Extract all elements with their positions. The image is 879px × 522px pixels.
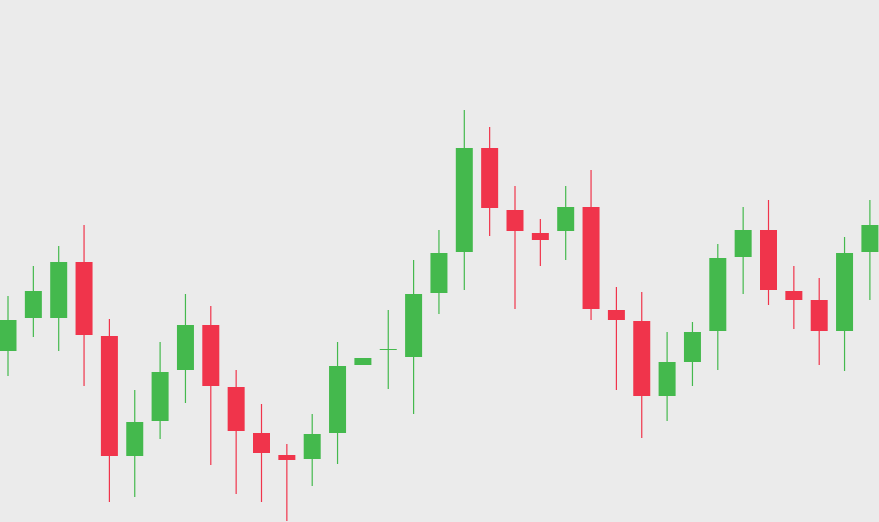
candle-body [430, 253, 448, 293]
candle-body [303, 434, 321, 459]
candle-body [176, 325, 194, 370]
candle-body [75, 262, 93, 335]
candle-body [633, 321, 651, 396]
candle-body [0, 320, 17, 351]
candle-body [405, 294, 423, 357]
candle-body [24, 291, 42, 318]
candle-body [607, 310, 625, 320]
candle-body [227, 387, 245, 431]
candle-body [557, 207, 575, 231]
candle-body [253, 433, 270, 453]
candle-body [354, 358, 372, 365]
candle-body [785, 291, 803, 300]
candle-body [126, 422, 144, 456]
candle-body [760, 230, 777, 290]
candle-body [329, 366, 347, 433]
candle-body [734, 230, 752, 257]
candle-body [379, 349, 397, 350]
candle-body [202, 325, 220, 386]
candle-body [582, 207, 600, 309]
candle-body [531, 233, 549, 240]
candle-body [861, 225, 879, 252]
candle-body [481, 148, 499, 208]
candle-body [100, 336, 118, 456]
candle-body [50, 262, 68, 318]
candle-body [709, 258, 727, 331]
candle-body [836, 253, 854, 331]
candle-body [683, 332, 701, 362]
candle-body [151, 372, 169, 421]
candle-body [506, 210, 524, 231]
candle-body [810, 300, 828, 331]
candle-body [278, 455, 296, 460]
candle-body [658, 362, 676, 396]
candle-body [455, 148, 473, 252]
